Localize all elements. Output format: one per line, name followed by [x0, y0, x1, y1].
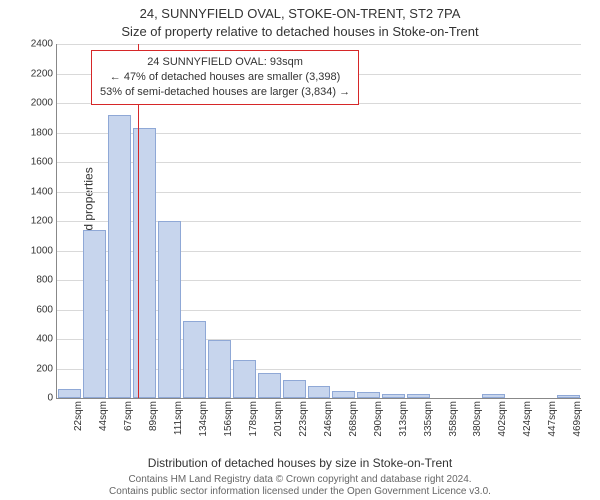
x-tick-label: 22sqm	[73, 401, 84, 431]
histogram-bar	[183, 321, 206, 398]
y-tick-label: 1400	[31, 186, 53, 197]
histogram-bar	[357, 392, 380, 398]
annotation-line-3: 53% of semi-detached houses are larger (…	[100, 85, 350, 100]
x-tick-label: 44sqm	[98, 401, 109, 431]
x-tick-label: 178sqm	[248, 401, 259, 437]
histogram-bar	[133, 128, 156, 398]
x-tick-label: 223sqm	[298, 401, 309, 437]
histogram-bar	[108, 115, 131, 398]
histogram-bar	[58, 389, 81, 398]
x-tick-label: 268sqm	[348, 401, 359, 437]
histogram-bar	[233, 360, 256, 398]
footer-line-2: Contains public sector information licen…	[0, 486, 600, 498]
y-tick-label: 2200	[31, 68, 53, 79]
y-tick-label: 1200	[31, 216, 53, 227]
histogram-bar	[83, 230, 106, 398]
footer-line-1: Contains HM Land Registry data © Crown c…	[0, 474, 600, 486]
x-tick-label: 246sqm	[323, 401, 334, 437]
histogram-bar	[158, 221, 181, 398]
y-tick-label: 600	[36, 304, 53, 315]
histogram-bar	[308, 386, 331, 398]
x-tick-label: 89sqm	[148, 401, 159, 431]
histogram-bar	[208, 340, 231, 398]
histogram-bar	[557, 395, 580, 398]
x-tick-label: 402sqm	[497, 401, 508, 437]
histogram-bar	[482, 394, 505, 398]
y-tick-label: 200	[36, 363, 53, 374]
x-tick-label: 335sqm	[423, 401, 434, 437]
x-tick-label: 67sqm	[123, 401, 134, 431]
x-tick-label: 290sqm	[373, 401, 384, 437]
y-tick-label: 1600	[31, 157, 53, 168]
x-tick-label: 358sqm	[448, 401, 459, 437]
x-tick-label: 469sqm	[572, 401, 583, 437]
x-tick-label: 380sqm	[472, 401, 483, 437]
x-tick-label: 313sqm	[398, 401, 409, 437]
histogram-bar	[407, 394, 430, 398]
annotation-line-2: ← 47% of detached houses are smaller (3,…	[100, 70, 350, 85]
y-tick-label: 0	[47, 393, 53, 404]
x-tick-label: 111sqm	[173, 401, 184, 435]
x-tick-label: 447sqm	[547, 401, 558, 437]
y-tick-label: 1800	[31, 127, 53, 138]
gridline	[57, 44, 581, 45]
x-tick-label: 201sqm	[273, 401, 284, 437]
chart-container: 24, SUNNYFIELD OVAL, STOKE-ON-TRENT, ST2…	[0, 0, 600, 500]
histogram-bar	[283, 380, 306, 398]
y-tick-label: 2400	[31, 39, 53, 50]
x-tick-label: 156sqm	[223, 401, 234, 437]
histogram-bar	[332, 391, 355, 398]
annotation-line-1: 24 SUNNYFIELD OVAL: 93sqm	[100, 55, 350, 70]
x-tick-label: 424sqm	[522, 401, 533, 437]
histogram-bar	[258, 373, 281, 398]
x-tick-label: 134sqm	[198, 401, 209, 437]
chart-title-desc: Size of property relative to detached ho…	[0, 24, 600, 39]
y-tick-label: 400	[36, 334, 53, 345]
x-axis-label: Distribution of detached houses by size …	[0, 456, 600, 470]
y-tick-label: 800	[36, 275, 53, 286]
y-tick-label: 1000	[31, 245, 53, 256]
annotation-box: 24 SUNNYFIELD OVAL: 93sqm ← 47% of detac…	[91, 50, 359, 105]
chart-title-address: 24, SUNNYFIELD OVAL, STOKE-ON-TRENT, ST2…	[0, 6, 600, 21]
footer-attribution: Contains HM Land Registry data © Crown c…	[0, 474, 600, 498]
plot-area: 0200400600800100012001400160018002000220…	[56, 44, 581, 399]
histogram-bar	[382, 394, 405, 398]
y-tick-label: 2000	[31, 98, 53, 109]
